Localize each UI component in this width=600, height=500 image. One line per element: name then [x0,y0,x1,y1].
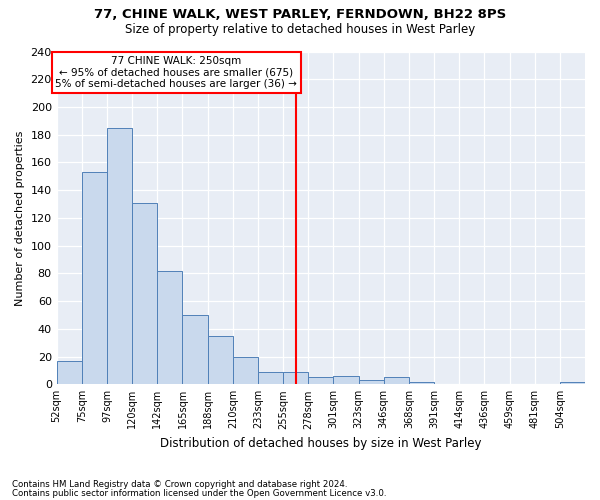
Bar [409,382,434,384]
Bar [56,360,82,384]
Bar [182,315,208,384]
Y-axis label: Number of detached properties: Number of detached properties [15,130,25,306]
Text: Contains public sector information licensed under the Open Government Licence v3: Contains public sector information licen… [12,490,386,498]
Bar [157,270,182,384]
Bar [258,372,283,384]
Text: 77, CHINE WALK, WEST PARLEY, FERNDOWN, BH22 8PS: 77, CHINE WALK, WEST PARLEY, FERNDOWN, B… [94,8,506,20]
Text: Size of property relative to detached houses in West Parley: Size of property relative to detached ho… [125,22,475,36]
X-axis label: Distribution of detached houses by size in West Parley: Distribution of detached houses by size … [160,437,482,450]
Bar [107,128,132,384]
Bar [132,202,157,384]
Bar [359,380,384,384]
Bar [208,336,233,384]
Bar [82,172,107,384]
Bar [283,372,308,384]
Text: 77 CHINE WALK: 250sqm
← 95% of detached houses are smaller (675)
5% of semi-deta: 77 CHINE WALK: 250sqm ← 95% of detached … [55,56,297,89]
Bar [308,378,334,384]
Bar [384,378,409,384]
Bar [233,356,258,384]
Text: Contains HM Land Registry data © Crown copyright and database right 2024.: Contains HM Land Registry data © Crown c… [12,480,347,489]
Bar [334,376,359,384]
Bar [560,382,585,384]
